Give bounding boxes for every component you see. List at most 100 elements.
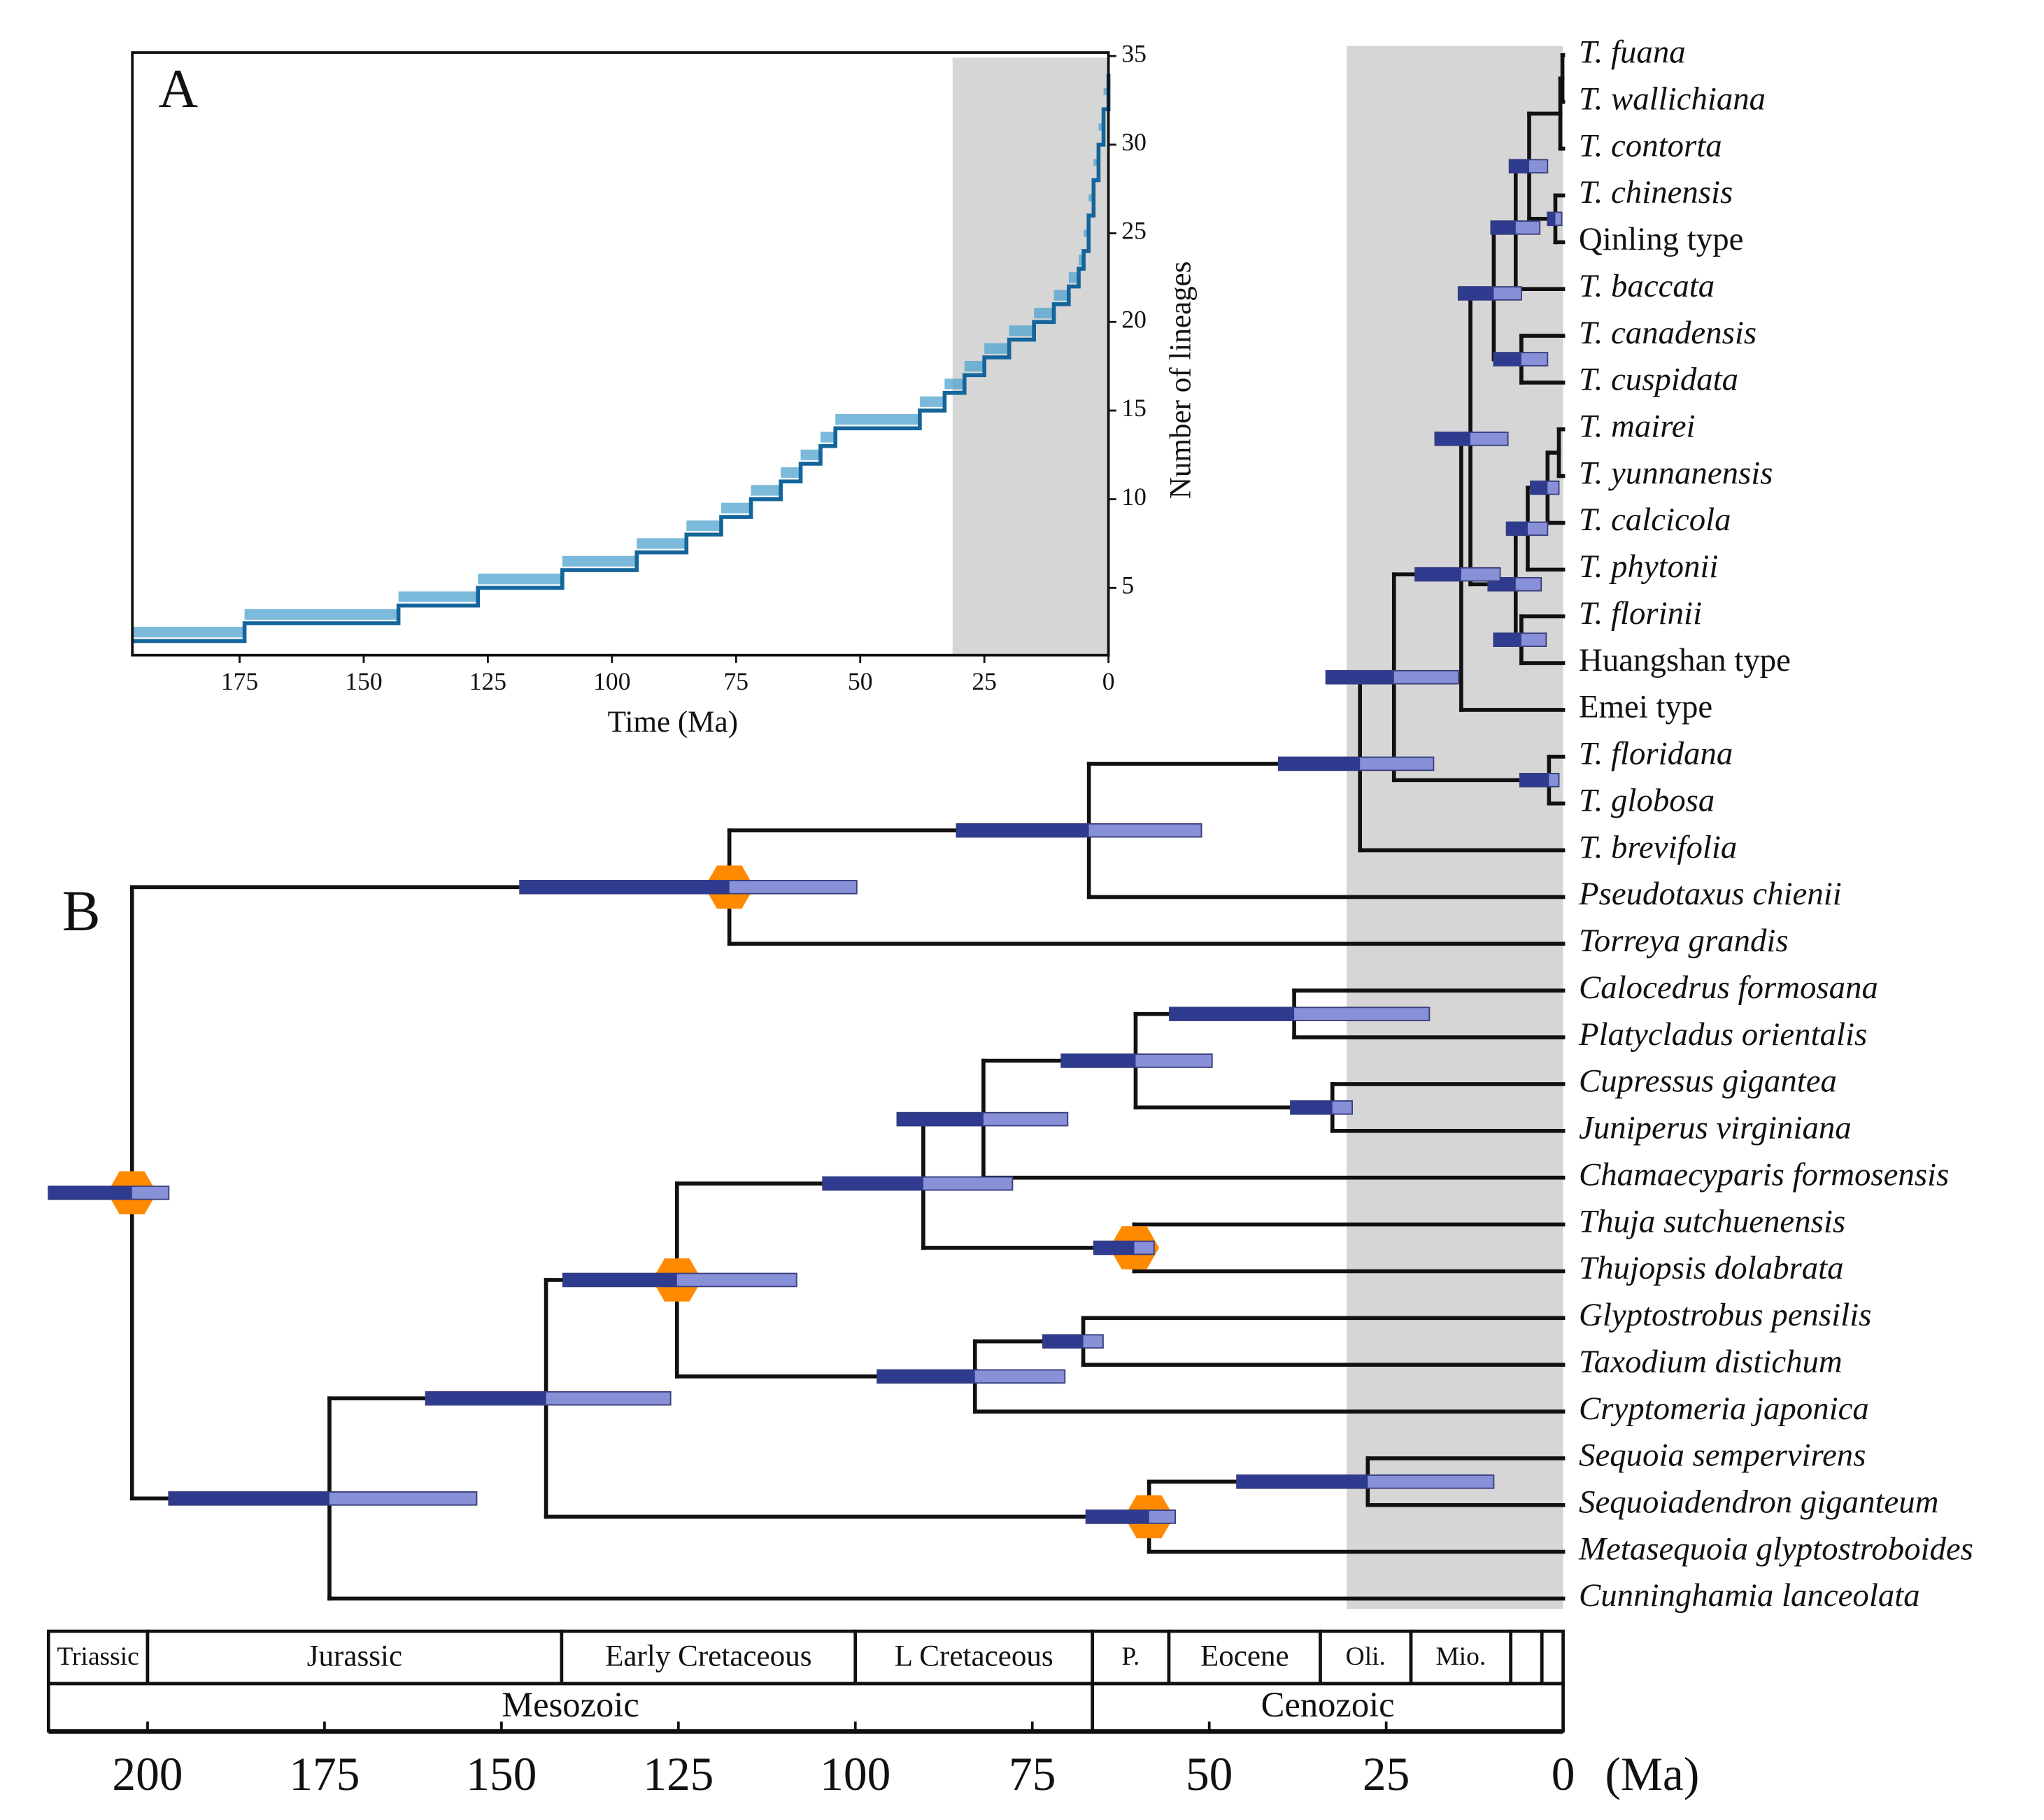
hpd-bar-older	[897, 1112, 984, 1126]
tip-label: Thujopsis dolabrata	[1579, 1250, 1843, 1286]
panel-a: 175 150 125 100 75 50 25 0 5 10 15 20 25 30 35 Time (Ma…	[131, 39, 1197, 739]
tip-label: T. floridana	[1579, 736, 1733, 772]
tip-label: Sequoiadendron giganteum	[1579, 1484, 1938, 1521]
y-tick-label: 10	[1121, 483, 1147, 511]
tip-label: Chamaecyparis formosensis	[1579, 1156, 1949, 1193]
tip-label: T. fuana	[1579, 34, 1686, 71]
period-box	[1509, 1629, 1544, 1686]
tip-label: Qinling type	[1579, 221, 1743, 257]
x-tick-label: 50	[848, 667, 873, 695]
tip-label: Sequoia sempervirens	[1579, 1437, 1866, 1474]
tip-label: T. phytonii	[1579, 548, 1718, 585]
hpd-bar-older	[1519, 773, 1549, 787]
x-tick-label: 175	[289, 1748, 360, 1800]
hpd-bar-older	[1415, 567, 1461, 581]
period-label: Jurassic	[307, 1640, 402, 1672]
y-tick-label: 20	[1121, 305, 1147, 333]
y-tick-label: 15	[1121, 394, 1147, 422]
tip-label: Torreya grandis	[1579, 923, 1789, 959]
y-tick-label: 5	[1121, 571, 1134, 599]
era-label: Mesozoic	[502, 1685, 639, 1724]
plot-frame	[131, 51, 1110, 657]
hpd-bar-older	[877, 1370, 975, 1384]
tip-label: Cupressus gigantea	[1579, 1063, 1837, 1100]
x-axis-label: Time (Ma)	[608, 706, 738, 739]
panel-b: T. fuana T. wallichiana T. contorta T. chin…	[46, 34, 1973, 1800]
tip-label: Emei type	[1579, 689, 1712, 725]
calibrations	[107, 865, 1174, 1539]
y-tick-label: 30	[1121, 128, 1147, 156]
hpd-bar-older	[1278, 757, 1361, 771]
hpd-bar-older	[1237, 1474, 1368, 1488]
period-label: P.	[1121, 1642, 1140, 1671]
panel-label: A	[158, 59, 198, 120]
tip-label: T. florinii	[1579, 595, 1702, 632]
hpd-bar-older	[1326, 670, 1394, 684]
period-label: Oli.	[1346, 1642, 1386, 1671]
tip-label: Thuja sutchuenensis	[1579, 1203, 1845, 1239]
y-tick-label: 25	[1121, 217, 1147, 245]
tip-label: T. calcicola	[1579, 502, 1731, 538]
shaded-region	[1346, 45, 1563, 1609]
x-tick-label: 25	[1363, 1748, 1410, 1800]
hpd-bar-older	[1435, 432, 1471, 446]
tip-label: T. globosa	[1579, 782, 1715, 818]
period-label: Early Cretaceous	[605, 1640, 811, 1672]
tip-label: Glyptostrobus pensilis	[1579, 1297, 1871, 1333]
x-axis-label: (Ma)	[1605, 1748, 1700, 1800]
x-tick-label: 125	[469, 667, 506, 695]
hpd-bar-older	[1291, 1101, 1333, 1114]
x-tick-label: 200	[112, 1748, 183, 1800]
hpd-bar-older	[1458, 287, 1494, 300]
period-box	[560, 1629, 858, 1686]
period-label: Mio.	[1435, 1642, 1486, 1671]
x-tick-label: 75	[723, 667, 748, 695]
hpd-bar-older	[48, 1186, 132, 1200]
tip-label: T. yunnanensis	[1579, 455, 1773, 491]
tip-label: T. brevifolia	[1579, 829, 1737, 865]
tip-label: Metasequoia glyptostroboides	[1578, 1530, 1973, 1567]
hpd-bar-older	[562, 1273, 677, 1287]
x-tick-label: 0	[1552, 1748, 1575, 1800]
x-tick-label: 0	[1102, 667, 1115, 695]
hpd-bar-older	[1509, 159, 1530, 173]
tip-label: T. chinensis	[1579, 174, 1733, 211]
hpd-bar-older	[956, 823, 1089, 837]
tip-label: Taxodium distichum	[1579, 1344, 1843, 1380]
x-tick-label: 50	[1186, 1748, 1233, 1800]
hpd-bar-older	[425, 1391, 546, 1405]
tip-label: Pseudotaxus chienii	[1578, 876, 1842, 912]
tip-label: Cryptomeria japonica	[1579, 1391, 1869, 1427]
tip-label: Calocedrus formosana	[1579, 969, 1878, 1006]
x-tick-label: 100	[593, 667, 630, 695]
tip-label: T. contorta	[1579, 127, 1722, 164]
hpd-bar-older	[1491, 221, 1516, 234]
hpd-bar-older	[1093, 1241, 1135, 1255]
hpd-bar-older	[1531, 481, 1548, 495]
period-box	[1540, 1629, 1565, 1686]
x-tick-label: 150	[466, 1748, 537, 1800]
tip-label: T. canadensis	[1579, 315, 1756, 351]
x-tick-label: 100	[820, 1748, 890, 1800]
hpd-bar-older	[520, 880, 730, 894]
era-label: Cenozoic	[1261, 1685, 1395, 1724]
panel-label: B	[62, 879, 101, 943]
x-tick-label: 175	[221, 667, 258, 695]
hpd-bar-older	[1493, 353, 1521, 366]
period-label: Triassic	[57, 1642, 139, 1671]
period-box	[146, 1629, 564, 1686]
x-tick-label: 125	[643, 1748, 714, 1800]
y-tick-label: 35	[1121, 39, 1147, 67]
period-label: L Cretaceous	[895, 1640, 1053, 1672]
shaded-region	[952, 57, 1109, 655]
tip-label: T. wallichiana	[1579, 80, 1766, 117]
tip-label: T. mairei	[1579, 408, 1695, 445]
hpd-bars	[48, 159, 1563, 1524]
hpd-bar-older	[1086, 1510, 1149, 1523]
hpd-bar-older	[1493, 633, 1521, 647]
hpd-bar-older	[1547, 212, 1556, 226]
hpd-bar-older	[1506, 522, 1528, 536]
era-box	[1091, 1682, 1565, 1733]
